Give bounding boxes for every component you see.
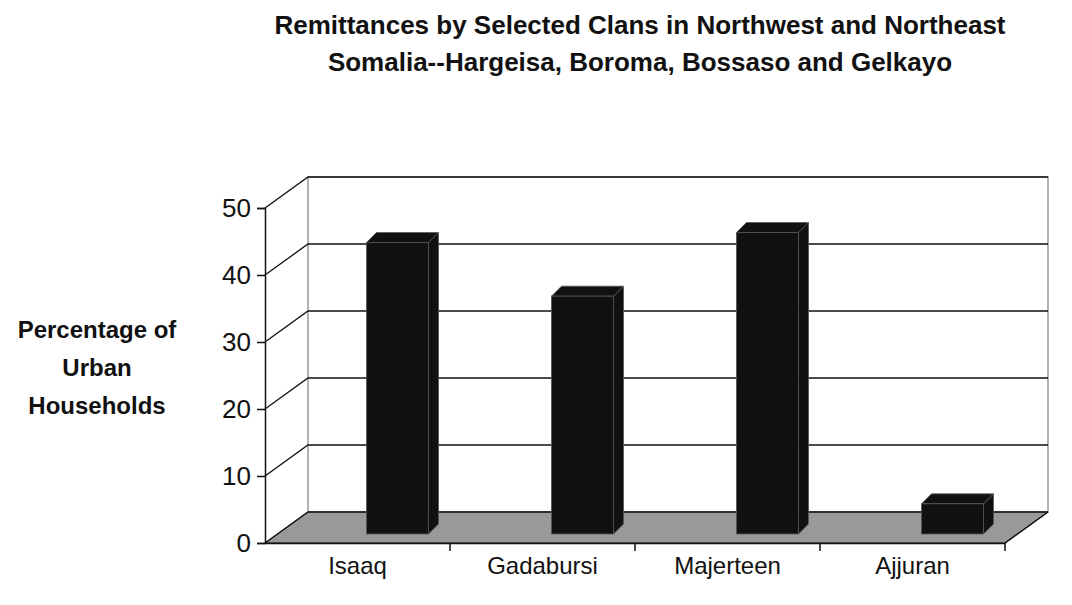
y-tick-label: 30 (222, 327, 251, 357)
grid-line (265, 177, 1048, 208)
y-axis-title: Percentage of Urban Households (18, 316, 178, 419)
y-tick-label: 20 (222, 394, 251, 424)
category-separator (449, 543, 451, 551)
bar-front (367, 243, 429, 534)
y-tick-label: 40 (222, 260, 251, 290)
bar (552, 286, 624, 534)
x-tick-label: Majerteen (674, 552, 781, 579)
y-tick-mark (257, 275, 265, 277)
y-tick: 30 (222, 327, 265, 357)
y-tick-mark (257, 543, 265, 545)
y-tick-label: 0 (237, 528, 251, 558)
category-separator (819, 543, 821, 551)
x-tick-label: Ajjuran (875, 552, 950, 579)
y-tick-label: 50 (222, 193, 251, 223)
y-tick: 20 (222, 394, 265, 424)
y-tick: 0 (237, 528, 265, 558)
bar (922, 494, 994, 534)
y-tick-mark (257, 409, 265, 411)
bar-front (922, 504, 984, 534)
bar (737, 223, 809, 535)
bar-side (799, 223, 809, 535)
x-tick: Ajjuran (875, 543, 950, 579)
y-axis: 0 10 20 30 40 50 (222, 193, 265, 558)
bar-top (552, 286, 624, 296)
y-tick: 50 (222, 193, 265, 223)
x-tick: Majerteen (674, 543, 781, 579)
y-tick: 40 (222, 260, 265, 290)
title: Remittances by Selected Clans in Northwe… (274, 10, 1005, 77)
y-tick: 10 (222, 461, 265, 491)
bar-side (614, 286, 624, 534)
y-tick-label: 10 (222, 461, 251, 491)
x-axis: Isaaq Gadabursi Majerteen Ajjuran (266, 543, 1006, 579)
chart: Remittances by Selected Clans in Northwe… (0, 0, 1072, 605)
bar-front (552, 296, 614, 534)
y-tick-mark (257, 476, 265, 478)
bars (367, 223, 994, 535)
text-line: Households (28, 392, 165, 419)
y-tick-mark (257, 208, 265, 210)
plot-background (265, 177, 1048, 543)
x-tick: Gadabursi (487, 543, 598, 579)
bar-top (367, 233, 439, 243)
text-line: Urban (62, 354, 131, 381)
y-axis-line (257, 209, 266, 544)
x-tick-label: Gadabursi (487, 552, 598, 579)
bar-side (429, 233, 439, 534)
y-tick-mark (257, 342, 265, 344)
text-line: Percentage of (18, 316, 178, 343)
category-separator (634, 543, 636, 551)
bar-top (737, 223, 809, 233)
x-tick-label: Isaaq (328, 552, 387, 579)
text-line: Somalia--Hargeisa, Boroma, Bossaso and G… (328, 47, 952, 77)
floor-edge (1005, 512, 1048, 543)
category-separator (1004, 543, 1006, 551)
bar-top (922, 494, 994, 504)
x-tick: Isaaq (328, 543, 387, 579)
text-line: Remittances by Selected Clans in Northwe… (274, 10, 1005, 40)
bar-front (737, 233, 799, 535)
bar (367, 233, 439, 534)
